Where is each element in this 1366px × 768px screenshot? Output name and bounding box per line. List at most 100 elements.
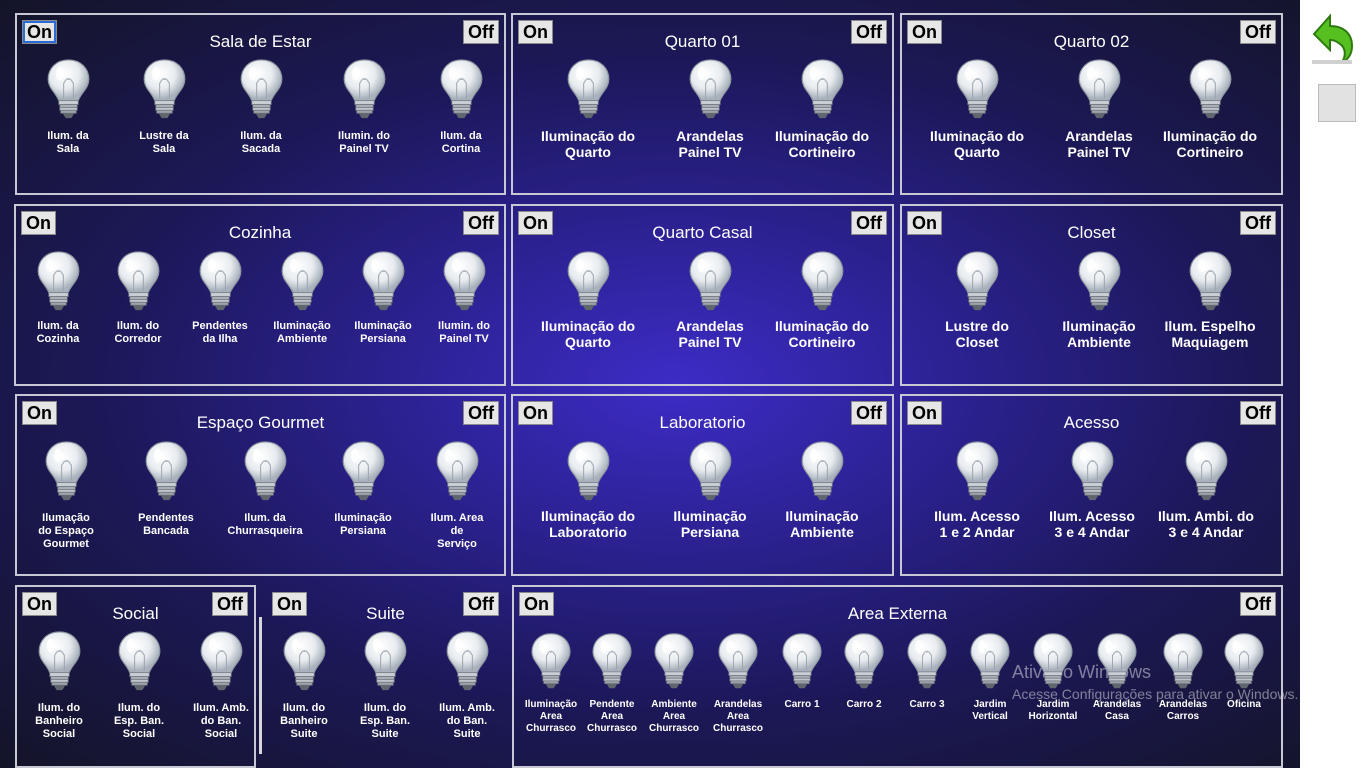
light-toggle[interactable]: Ilum. do Esp. Ban. Suite bbox=[335, 630, 435, 740]
light-toggle[interactable]: Carro 1 bbox=[767, 632, 837, 710]
light-toggle[interactable]: Iluminação do Cortineiro bbox=[772, 58, 872, 160]
on-button[interactable]: On bbox=[519, 592, 554, 616]
light-toggle[interactable]: Ilum. Amb. do Ban. Suite bbox=[417, 630, 517, 740]
light-toggle[interactable]: Ilum. da Churrasqueira bbox=[215, 440, 315, 537]
on-button[interactable]: On bbox=[22, 20, 57, 44]
light-toggle[interactable]: Lustre do Closet bbox=[927, 250, 1027, 350]
light-label: Ilum. Espelho Maquiagem bbox=[1164, 318, 1256, 350]
light-toggle[interactable]: Arandelas Painel TV bbox=[660, 250, 760, 350]
off-button[interactable]: Off bbox=[463, 20, 499, 44]
light-label: Ilum. do Corredor bbox=[114, 320, 162, 345]
light-toggle[interactable]: Ilum. Acesso 3 e 4 Andar bbox=[1042, 440, 1142, 540]
light-label: Oficina bbox=[1227, 699, 1261, 710]
room-title: Acesso bbox=[1063, 413, 1120, 432]
light-toggle[interactable]: Arandelas Area Churrasco bbox=[703, 632, 773, 734]
light-toggle[interactable]: Carro 3 bbox=[892, 632, 962, 710]
light-bulb-icon bbox=[718, 633, 758, 689]
off-button[interactable]: Off bbox=[463, 592, 499, 616]
light-toggle[interactable]: Ilum. do Corredor bbox=[88, 250, 188, 345]
on-button[interactable]: On bbox=[22, 401, 57, 425]
light-toggle[interactable]: Ilum. da Cozinha bbox=[8, 250, 108, 345]
on-button[interactable]: On bbox=[907, 20, 942, 44]
light-bulb-icon bbox=[567, 59, 609, 119]
room-title: Espaço Gourmet bbox=[196, 413, 325, 432]
light-toggle[interactable]: Iluminação do Cortineiro bbox=[1160, 58, 1260, 160]
light-toggle[interactable]: Ilum. Espelho Maquiagem bbox=[1160, 250, 1260, 350]
light-label: Ilum. da Sala bbox=[47, 130, 89, 155]
off-button[interactable]: Off bbox=[463, 211, 499, 235]
light-toggle[interactable]: Arandelas Painel TV bbox=[660, 58, 760, 160]
panel-divider bbox=[259, 617, 262, 754]
off-button[interactable]: Off bbox=[1240, 211, 1276, 235]
room-panel: On Off Closet Lustre do Closet Iluminação … bbox=[900, 204, 1283, 386]
room-title: Social bbox=[112, 604, 159, 623]
light-toggle[interactable]: Arandelas Casa bbox=[1082, 632, 1152, 722]
light-toggle[interactable]: Pendentes da Ilha bbox=[170, 250, 270, 345]
light-toggle[interactable]: Ilum. Acesso 1 e 2 Andar bbox=[927, 440, 1027, 540]
light-toggle[interactable]: Ambiente Area Churrasco bbox=[639, 632, 709, 734]
room-panel: On Off Social Ilum. do Banheiro Social Ilu… bbox=[15, 585, 256, 768]
light-label: Arandelas Carros bbox=[1158, 699, 1208, 722]
on-button[interactable]: On bbox=[22, 592, 57, 616]
light-toggle[interactable]: Iluminação do Quarto bbox=[538, 58, 638, 160]
light-toggle[interactable]: Iluminação Persiana bbox=[333, 250, 433, 345]
light-label: Arandelas Painel TV bbox=[676, 128, 744, 160]
light-toggle[interactable]: Oficina bbox=[1209, 632, 1279, 710]
light-toggle[interactable]: Ilum. Ambi. do 3 e 4 Andar bbox=[1156, 440, 1256, 540]
light-toggle[interactable]: Ilum. da Sala bbox=[18, 58, 118, 155]
light-toggle[interactable]: Carro 2 bbox=[829, 632, 899, 710]
on-button[interactable]: On bbox=[518, 20, 553, 44]
light-toggle[interactable]: Lustre da Sala bbox=[114, 58, 214, 155]
light-toggle[interactable]: Pendente Area Churrasco bbox=[577, 632, 647, 734]
light-toggle[interactable]: Ilum. da Sacada bbox=[211, 58, 311, 155]
light-toggle[interactable]: Ilum. do Esp. Ban. Social bbox=[89, 630, 189, 740]
room-panel: On Off Laboratorio Iluminação do Laborator… bbox=[511, 394, 894, 576]
light-bulb-icon bbox=[1071, 441, 1113, 501]
on-button[interactable]: On bbox=[518, 211, 553, 235]
square-button[interactable] bbox=[1318, 84, 1356, 122]
on-button[interactable]: On bbox=[907, 401, 942, 425]
light-toggle[interactable]: Jardim Vertical bbox=[955, 632, 1025, 722]
off-button[interactable]: Off bbox=[463, 401, 499, 425]
light-toggle[interactable]: Ilum. da Cortina bbox=[411, 58, 511, 155]
on-button[interactable]: On bbox=[907, 211, 942, 235]
light-toggle[interactable]: Iluminação Ambiente bbox=[252, 250, 352, 345]
light-toggle[interactable]: Jardim Horizontal bbox=[1018, 632, 1088, 722]
light-toggle[interactable]: Iluminação do Laboratorio bbox=[538, 440, 638, 540]
light-toggle[interactable]: Ilum. do Banheiro Social bbox=[9, 630, 109, 740]
light-toggle[interactable]: Pendentes Bancada bbox=[116, 440, 216, 537]
light-toggle[interactable]: Iluminação do Cortineiro bbox=[772, 250, 872, 350]
light-toggle[interactable]: Ilum. Amb. do Ban. Social bbox=[171, 630, 271, 740]
light-toggle[interactable]: Iluminação Persiana bbox=[313, 440, 413, 537]
light-toggle[interactable]: Iluminação Ambiente bbox=[772, 440, 872, 540]
off-button[interactable]: Off bbox=[851, 20, 887, 44]
light-label: Ilum. do Esp. Ban. Suite bbox=[359, 702, 411, 740]
light-toggle[interactable]: Iluminação do Quarto bbox=[538, 250, 638, 350]
off-button[interactable]: Off bbox=[1240, 592, 1276, 616]
light-label: Iluminação Area Churrasco bbox=[524, 699, 578, 734]
back-arrow-icon[interactable] bbox=[1306, 10, 1356, 66]
light-toggle[interactable]: Iluminação Area Churrasco bbox=[516, 632, 586, 734]
light-bulb-icon bbox=[38, 631, 80, 691]
light-toggle[interactable]: Arandelas Painel TV bbox=[1049, 58, 1149, 160]
room-panel: On Off Sala de Estar Ilum. da Sala Lustre … bbox=[15, 13, 506, 195]
light-toggle[interactable]: Ilum. Area de Serviço bbox=[407, 440, 507, 550]
light-toggle[interactable]: Arandelas Carros bbox=[1148, 632, 1218, 722]
room-panel: On Off Espaço Gourmet Ilumação do Espaço G… bbox=[15, 394, 506, 576]
off-button[interactable]: Off bbox=[1240, 20, 1276, 44]
light-toggle[interactable]: Ilumação do Espaço Gourmet bbox=[16, 440, 116, 550]
light-toggle[interactable]: Iluminação Ambiente bbox=[1049, 250, 1149, 350]
light-toggle[interactable]: Iluminação do Quarto bbox=[927, 58, 1027, 160]
light-toggle[interactable]: Iluminação Persiana bbox=[660, 440, 760, 540]
light-toggle[interactable]: Ilumin. do Painel TV bbox=[414, 250, 514, 345]
off-button[interactable]: Off bbox=[1240, 401, 1276, 425]
off-button[interactable]: Off bbox=[851, 401, 887, 425]
on-button[interactable]: On bbox=[272, 592, 307, 616]
on-button[interactable]: On bbox=[21, 211, 56, 235]
light-toggle[interactable]: Ilum. do Banheiro Suite bbox=[254, 630, 354, 740]
on-button[interactable]: On bbox=[518, 401, 553, 425]
off-button[interactable]: Off bbox=[212, 592, 248, 616]
light-label: Iluminação do Cortineiro bbox=[1162, 128, 1258, 160]
off-button[interactable]: Off bbox=[851, 211, 887, 235]
light-toggle[interactable]: Ilumin. do Painel TV bbox=[314, 58, 414, 155]
